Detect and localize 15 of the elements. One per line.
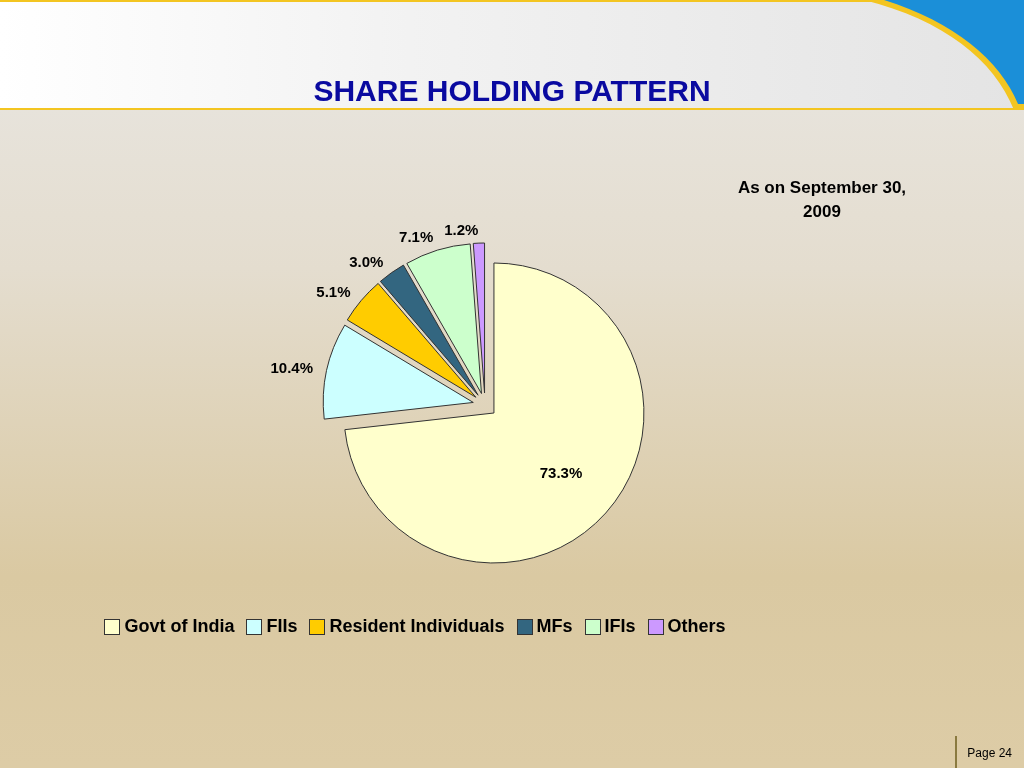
legend-label: FIIs	[266, 616, 298, 637]
text: Page 24	[967, 746, 1012, 760]
chart-title: SHARE HOLDING PATTERN	[312, 74, 712, 108]
data-label: 5.1%	[316, 282, 351, 300]
data-label: 73.3%	[539, 464, 583, 482]
data-label: 10.4%	[270, 358, 314, 376]
data-label: 3.0%	[349, 252, 384, 270]
legend-label: Others	[667, 616, 726, 637]
legend-label: MFs	[536, 616, 573, 637]
legend-label: IFIs	[604, 616, 636, 637]
text: As on September 30, 2009	[736, 177, 908, 223]
legend-label: Resident Individuals	[329, 616, 505, 637]
legend-label: Govt of India	[124, 616, 235, 637]
data-label: 7.1%	[399, 228, 434, 246]
data-label: 1.2%	[444, 220, 479, 238]
